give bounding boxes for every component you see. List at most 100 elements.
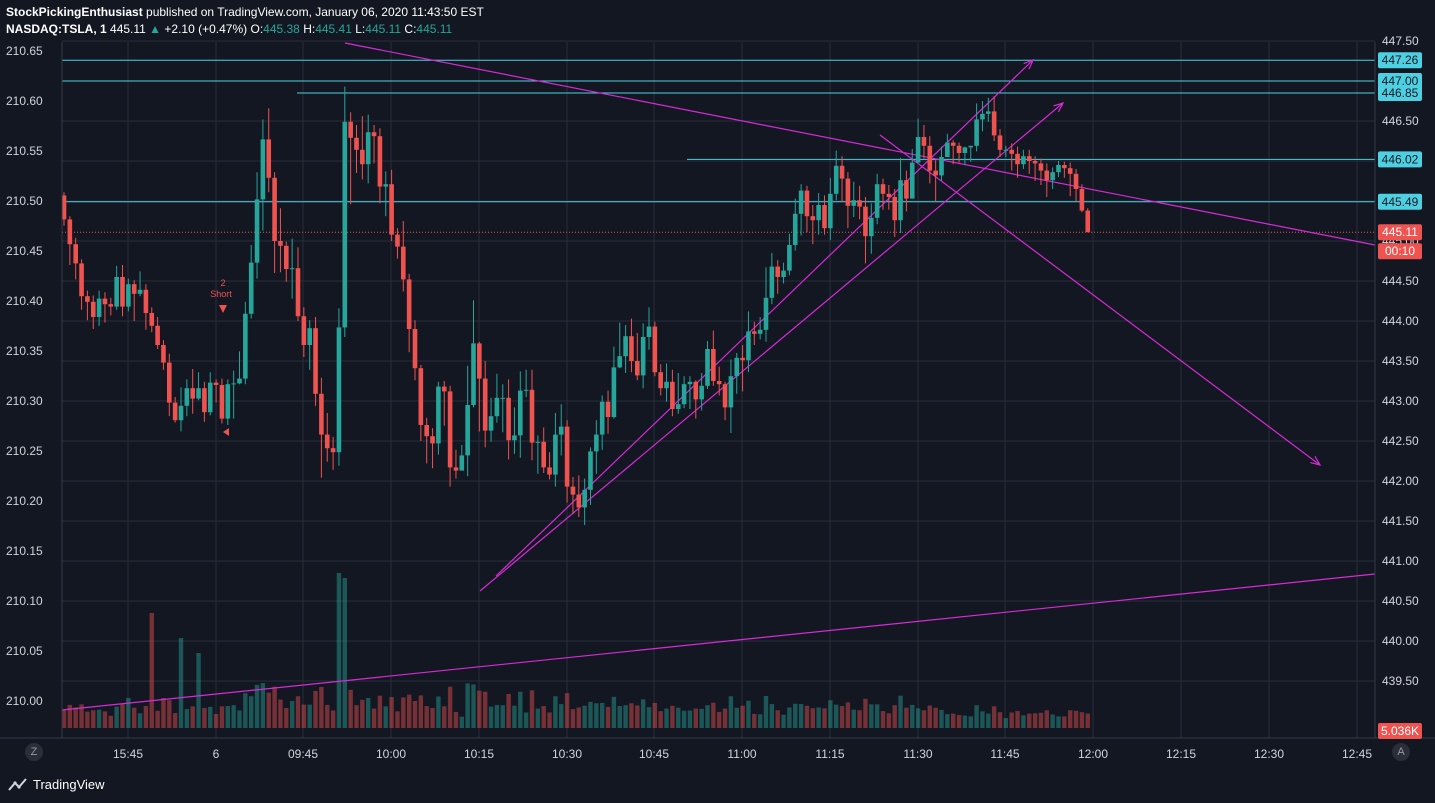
left-axis-tick-label: 210.15 (6, 544, 43, 558)
volume-bar (295, 696, 301, 728)
volume-bar (360, 699, 365, 728)
volume-bar (219, 706, 225, 728)
candle-body (365, 132, 371, 165)
volume-bar (769, 704, 775, 728)
candle-body (599, 401, 605, 435)
candle-body (395, 234, 400, 247)
candle-body (1044, 170, 1050, 181)
short-signal-label: Short (210, 289, 232, 299)
left-scale-toggle-button[interactable]: Z (25, 743, 43, 761)
volume-bar (512, 705, 517, 728)
close-value: 445.11 (416, 22, 453, 36)
candle-body (248, 262, 254, 314)
level-price-tag-bg (1378, 85, 1422, 101)
last-price-tag: 445.11 (1382, 225, 1418, 239)
short-arrow-icon (219, 305, 227, 313)
volume-bar (465, 683, 470, 728)
level-price-tag: 446.85 (1382, 86, 1419, 100)
volume-bar (137, 713, 143, 728)
time-axis-tick-label: 11:45 (990, 747, 1019, 761)
volume-bar (190, 706, 195, 728)
left-axis-tick-label: 210.65 (6, 44, 43, 58)
volume-bar (635, 705, 640, 728)
volume-bar (161, 698, 166, 728)
right-axis-tick-label: 440.00 (1382, 634, 1419, 648)
candle-body (611, 367, 617, 417)
candle-body (886, 193, 892, 197)
candle-body (1038, 163, 1044, 171)
volume-bar (184, 709, 190, 728)
candle-body (155, 325, 160, 345)
candle-body (184, 388, 190, 406)
candle-body (804, 190, 810, 217)
candle-body (477, 343, 482, 379)
volume-bar (67, 704, 73, 728)
candle-body (319, 393, 324, 435)
right-axis-tick-label: 444.00 (1382, 314, 1419, 328)
volume-bar (79, 704, 84, 728)
candle-body (921, 137, 927, 146)
candle-body (576, 494, 582, 508)
candle-body (839, 165, 845, 179)
volume-bar (96, 709, 102, 728)
volume-bar (892, 705, 897, 728)
open-label: O: (250, 22, 264, 36)
candle-body (851, 200, 857, 206)
candle-body (348, 121, 353, 138)
volume-bar (155, 710, 160, 728)
volume-bar (804, 705, 810, 728)
volume-bar (986, 713, 991, 728)
volume-bar (968, 716, 973, 728)
auto-scale-button[interactable]: A (1392, 743, 1410, 761)
volume-bar (933, 707, 938, 728)
candle-body (716, 381, 722, 385)
candle-body (863, 206, 868, 237)
left-axis-tick-label: 210.50 (6, 194, 43, 208)
arrow-head-icon (1053, 102, 1065, 113)
volume-bar (1003, 718, 1009, 728)
tradingview-logo-icon[interactable] (8, 777, 28, 793)
volume-bar (73, 707, 78, 728)
symbol-label[interactable]: NASDAQ:TSLA, 1 (6, 22, 107, 36)
volume-bar (178, 638, 184, 728)
candle-body (828, 193, 833, 229)
candle-body (67, 219, 73, 245)
volume-bar (576, 707, 581, 728)
volume-bar (746, 700, 751, 728)
volume-bar (757, 714, 763, 728)
candle-body (377, 136, 383, 187)
candle-body (775, 266, 780, 277)
publisher-name[interactable]: StockPickingEnthusiast (6, 5, 143, 19)
tradingview-brand[interactable]: TradingView (33, 777, 105, 792)
volume-bar (611, 696, 617, 728)
volume-bar (705, 705, 710, 728)
candle-body (79, 263, 84, 297)
time-axis-tick-label: 11:15 (815, 747, 844, 761)
volume-bar (991, 706, 997, 728)
volume-bar (962, 715, 968, 728)
candle-body (909, 162, 915, 199)
candle-body (342, 121, 348, 328)
candle-body (652, 326, 658, 373)
right-axis-tick-label: 439.50 (1382, 674, 1419, 688)
candle-body (792, 213, 798, 245)
volume-bar (412, 701, 418, 728)
candle-body (354, 137, 359, 150)
candle-body (722, 384, 728, 408)
level-price-tag: 446.02 (1382, 152, 1419, 166)
candle-body (482, 378, 488, 431)
candle-body (810, 216, 816, 221)
volume-bar (523, 712, 529, 728)
volume-bar (1044, 710, 1049, 728)
volume-bar (594, 703, 599, 728)
candlesticks (61, 86, 1091, 525)
candle-body (728, 376, 734, 408)
candle-body (120, 277, 125, 307)
volume-value-tag-bg (1378, 723, 1422, 739)
time-axis-tick-label: 11:00 (727, 747, 756, 761)
candle-body (1073, 173, 1079, 189)
volume-bar (243, 693, 248, 728)
left-axis-tick-label: 210.00 (6, 694, 43, 708)
volume-bar (1085, 713, 1090, 728)
